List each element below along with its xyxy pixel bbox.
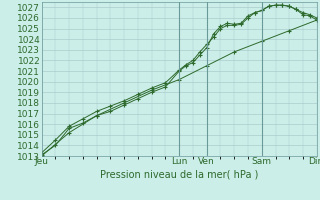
X-axis label: Pression niveau de la mer( hPa ): Pression niveau de la mer( hPa )	[100, 169, 258, 179]
